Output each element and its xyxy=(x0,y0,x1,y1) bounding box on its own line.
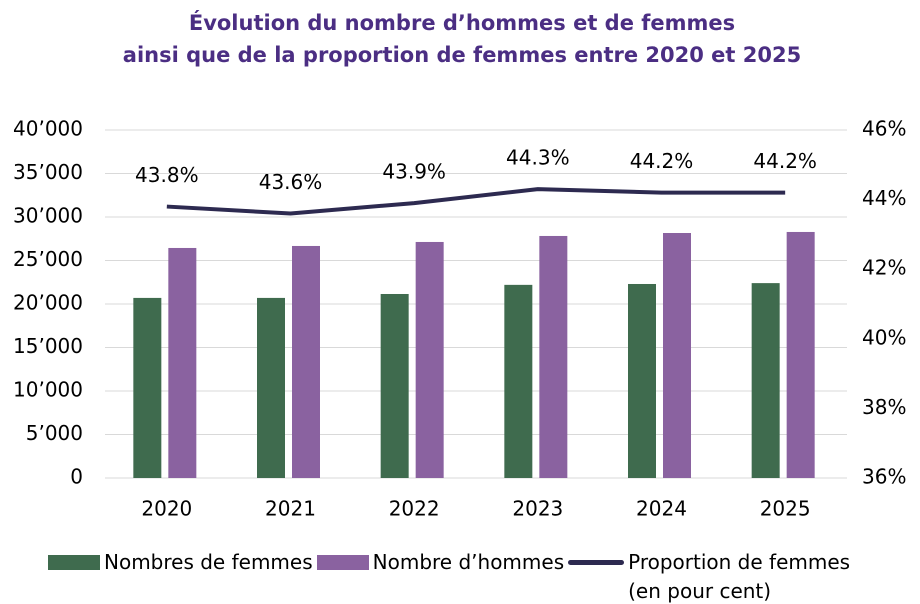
y2-tick-label: 40% xyxy=(862,325,906,349)
legend-item: Proportion de femmes (en pour cent) xyxy=(568,548,868,604)
data-label: 43.6% xyxy=(259,170,323,194)
legend-label: Proportion de femmes (en pour cent) xyxy=(628,550,851,603)
chart-title: ainsi que de la proportion de femmes ent… xyxy=(123,43,801,67)
bar xyxy=(380,293,409,478)
y2-tick-label: 46% xyxy=(862,117,906,141)
bar xyxy=(415,241,444,478)
bar xyxy=(628,283,656,478)
x-tick-label: 2025 xyxy=(760,497,811,521)
bar xyxy=(751,283,780,478)
bar xyxy=(257,297,285,478)
x-tick-label: 2021 xyxy=(265,497,316,521)
bar xyxy=(786,231,815,478)
data-label: 44.2% xyxy=(753,149,817,173)
legend-label: Nombre d’hommes xyxy=(372,550,565,574)
bar xyxy=(539,235,568,478)
data-label: 43.9% xyxy=(382,160,446,184)
legend-swatch xyxy=(316,555,369,570)
legend-label: Nombres de femmes xyxy=(104,550,313,574)
y2-tick-label: 38% xyxy=(862,395,906,419)
y-tick-label: 35’000 xyxy=(13,160,83,184)
chart-title: Évolution du nombre d’hommes et de femme… xyxy=(189,10,735,35)
legend-swatch xyxy=(568,560,625,565)
y2-tick-label: 42% xyxy=(862,256,906,280)
x-tick-label: 2020 xyxy=(141,497,192,521)
chart: Évolution du nombre d’hommes et de femme… xyxy=(13,10,906,521)
data-label: 44.3% xyxy=(506,146,570,170)
y-tick-label: 30’000 xyxy=(13,204,83,228)
y-tick-label: 40’000 xyxy=(13,117,83,141)
bar xyxy=(168,247,197,478)
legend-item: Nombres de femmes xyxy=(48,548,313,577)
data-label: 43.8% xyxy=(135,163,199,187)
y2-tick-label: 36% xyxy=(862,465,906,489)
y-tick-label: 0 xyxy=(70,465,83,489)
bar xyxy=(504,284,533,478)
y-tick-label: 10’000 xyxy=(13,378,83,402)
x-tick-label: 2022 xyxy=(389,497,440,521)
y-tick-label: 15’000 xyxy=(13,334,83,358)
y-tick-label: 5’000 xyxy=(26,421,83,445)
bar xyxy=(292,245,320,478)
data-label: 44.2% xyxy=(630,149,694,173)
y-tick-label: 25’000 xyxy=(13,247,83,271)
line xyxy=(166,187,786,216)
legend-item: Nombre d’hommes xyxy=(316,548,565,577)
legend-swatch xyxy=(48,555,100,570)
x-tick-label: 2024 xyxy=(636,497,687,521)
x-tick-label: 2023 xyxy=(512,497,563,521)
y-tick-label: 20’000 xyxy=(13,291,83,315)
bar xyxy=(133,297,162,478)
bar xyxy=(663,233,691,478)
legend: Nombres de femmes Nombre d’hommes Proporti… xyxy=(48,548,872,604)
y2-tick-label: 44% xyxy=(862,186,906,210)
